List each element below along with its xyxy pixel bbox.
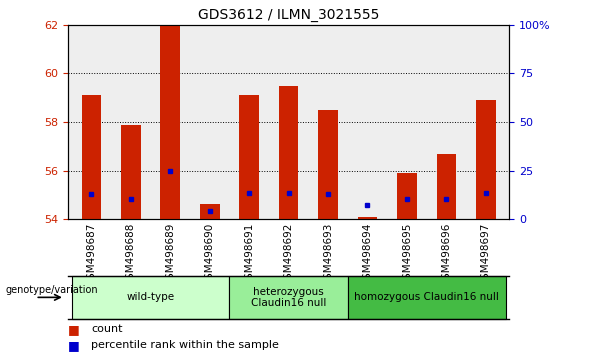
Bar [397, 173, 417, 219]
Text: genotype/variation: genotype/variation [6, 285, 98, 295]
Bar [200, 204, 220, 219]
Text: count: count [91, 324, 123, 334]
Bar [318, 110, 338, 219]
Bar [476, 100, 496, 219]
Bar [436, 154, 456, 219]
Bar [160, 25, 180, 219]
Bar [121, 125, 141, 219]
Bar [358, 217, 378, 219]
Title: GDS3612 / ILMN_3021555: GDS3612 / ILMN_3021555 [198, 8, 379, 22]
Text: ■: ■ [68, 339, 80, 352]
Bar [239, 95, 259, 219]
Text: homozygous Claudin16 null: homozygous Claudin16 null [354, 292, 499, 302]
Text: ■: ■ [68, 323, 80, 336]
Text: percentile rank within the sample: percentile rank within the sample [91, 340, 279, 350]
Bar [81, 95, 101, 219]
Text: heterozygous
Claudin16 null: heterozygous Claudin16 null [251, 286, 326, 308]
Bar [279, 86, 299, 219]
Text: wild-type: wild-type [127, 292, 174, 302]
